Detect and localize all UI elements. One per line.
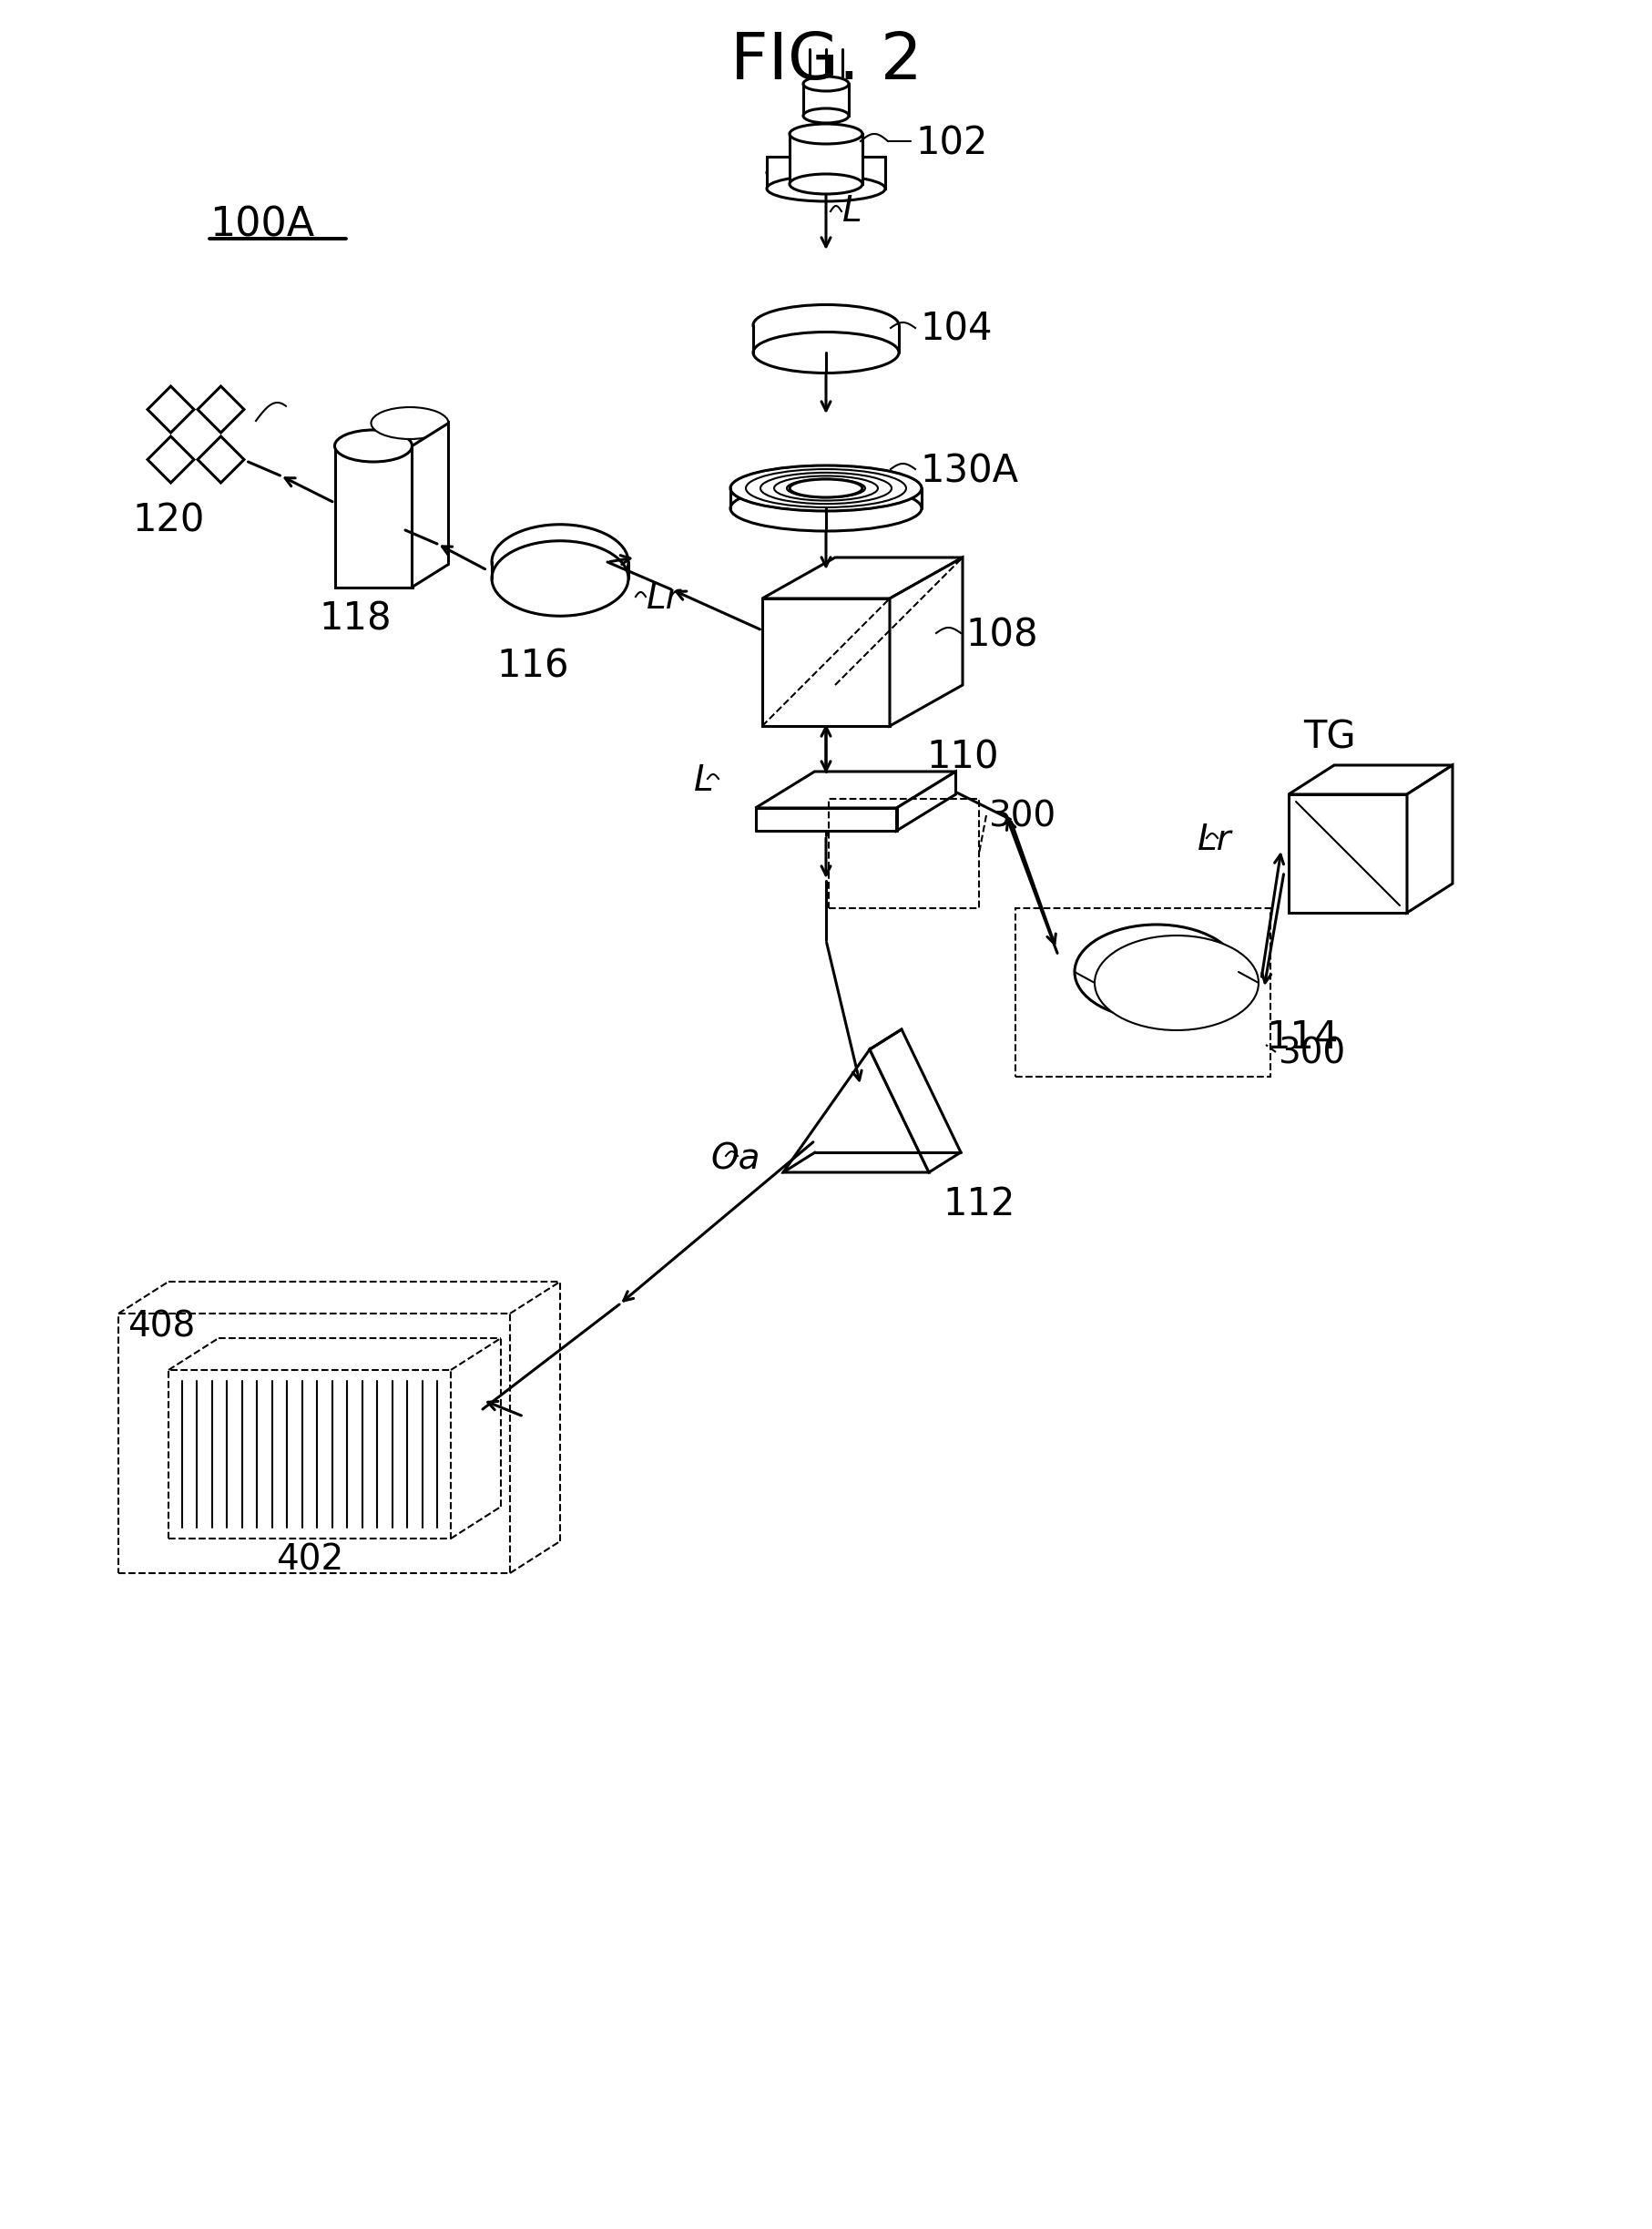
Text: 102: 102 — [915, 125, 988, 163]
Text: 112: 112 — [943, 1186, 1014, 1224]
Text: Lr: Lr — [1198, 823, 1232, 858]
Polygon shape — [762, 557, 963, 597]
Text: TG: TG — [1303, 718, 1356, 758]
Polygon shape — [411, 424, 448, 586]
Text: 116: 116 — [497, 649, 568, 687]
Polygon shape — [869, 1030, 961, 1172]
Bar — [829, 798, 980, 907]
Polygon shape — [890, 557, 963, 727]
Ellipse shape — [803, 109, 849, 123]
Ellipse shape — [335, 430, 411, 461]
Polygon shape — [1289, 794, 1408, 912]
Polygon shape — [897, 771, 957, 831]
Text: L: L — [694, 762, 714, 798]
Polygon shape — [762, 597, 890, 727]
Ellipse shape — [730, 466, 922, 510]
Polygon shape — [335, 446, 411, 586]
Text: 300: 300 — [1277, 1036, 1345, 1072]
Polygon shape — [1289, 765, 1452, 794]
Ellipse shape — [767, 160, 885, 185]
Text: 300: 300 — [988, 800, 1056, 834]
Text: 130A: 130A — [920, 452, 1018, 490]
Text: FIG. 2: FIG. 2 — [730, 29, 922, 91]
Ellipse shape — [753, 332, 899, 372]
Polygon shape — [147, 386, 193, 432]
Text: 104: 104 — [920, 310, 993, 350]
Ellipse shape — [767, 176, 885, 201]
Ellipse shape — [790, 174, 862, 194]
Bar — [790, 134, 862, 185]
Ellipse shape — [372, 408, 448, 439]
Text: 402: 402 — [276, 1542, 344, 1576]
Polygon shape — [147, 437, 193, 484]
Bar — [119, 1313, 510, 1574]
Text: 120: 120 — [132, 502, 205, 539]
Bar — [767, 156, 885, 189]
Ellipse shape — [803, 76, 849, 91]
Text: 100A: 100A — [210, 205, 314, 245]
Bar — [169, 1371, 451, 1538]
Bar — [753, 325, 899, 352]
Polygon shape — [1408, 765, 1452, 912]
Ellipse shape — [492, 524, 628, 600]
Ellipse shape — [790, 125, 862, 145]
Polygon shape — [198, 386, 244, 432]
Text: 118: 118 — [319, 600, 392, 637]
Polygon shape — [755, 771, 957, 807]
Polygon shape — [198, 437, 244, 484]
Bar — [1016, 907, 1270, 1077]
Polygon shape — [783, 1050, 928, 1172]
Ellipse shape — [1095, 936, 1259, 1030]
Ellipse shape — [753, 305, 899, 345]
Ellipse shape — [730, 486, 922, 531]
Text: 110: 110 — [927, 738, 998, 778]
Text: Lr: Lr — [646, 582, 681, 615]
Text: 108: 108 — [965, 615, 1037, 653]
Bar — [803, 85, 849, 116]
Ellipse shape — [790, 479, 862, 497]
Ellipse shape — [1074, 925, 1239, 1019]
Text: 408: 408 — [127, 1311, 195, 1344]
Text: 114: 114 — [1265, 1019, 1338, 1057]
Text: L: L — [843, 194, 862, 230]
Text: Oa: Oa — [710, 1141, 760, 1177]
Ellipse shape — [492, 542, 628, 615]
